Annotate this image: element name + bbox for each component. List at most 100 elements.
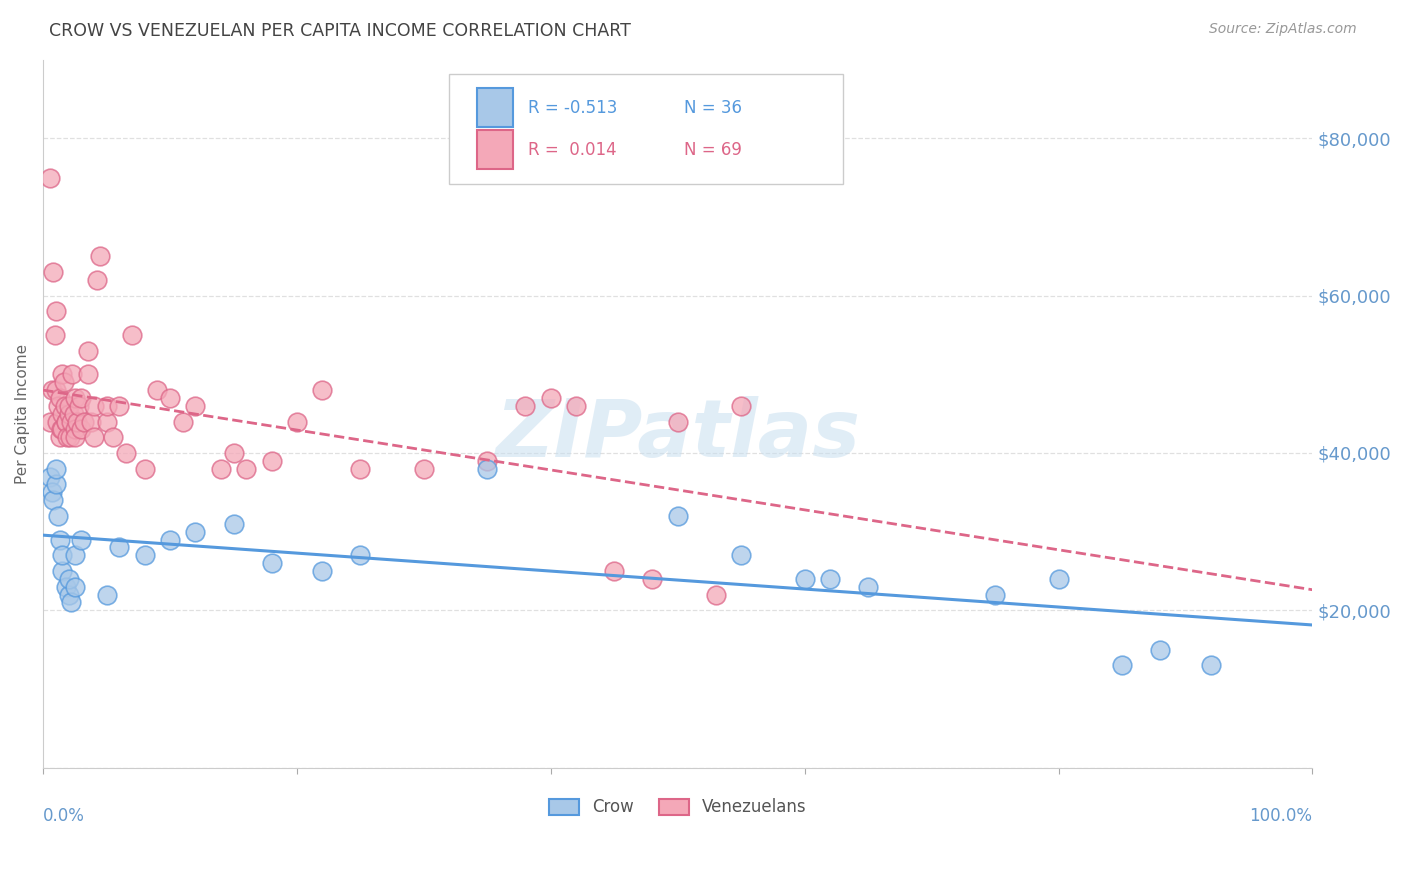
Point — [38, 415, 60, 429]
Point — [730, 549, 752, 563]
Point — [159, 391, 181, 405]
Point — [222, 516, 245, 531]
Point — [42, 493, 65, 508]
Bar — [477, 130, 513, 169]
Point — [86, 273, 108, 287]
Point — [48, 508, 70, 523]
Point — [515, 399, 537, 413]
Point — [56, 430, 79, 444]
Text: 100.0%: 100.0% — [1250, 806, 1312, 824]
Point — [1111, 658, 1133, 673]
Text: 0.0%: 0.0% — [44, 806, 86, 824]
Point — [49, 422, 72, 436]
Point — [60, 368, 83, 382]
Point — [984, 588, 1007, 602]
Point — [44, 328, 66, 343]
Point — [793, 572, 815, 586]
Point — [45, 383, 67, 397]
Point — [70, 391, 93, 405]
Point — [134, 461, 156, 475]
Point — [58, 407, 80, 421]
Point — [209, 461, 232, 475]
Point — [349, 549, 371, 563]
Point — [641, 572, 664, 586]
Point — [311, 383, 333, 397]
FancyBboxPatch shape — [450, 74, 842, 184]
Point — [48, 430, 70, 444]
Point — [60, 595, 83, 609]
Point — [285, 415, 308, 429]
Point — [83, 430, 105, 444]
Point — [114, 446, 136, 460]
Point — [63, 391, 86, 405]
Point — [413, 461, 436, 475]
Point — [70, 533, 93, 547]
Point — [222, 446, 245, 460]
Point — [349, 461, 371, 475]
Point — [58, 572, 80, 586]
Point — [565, 399, 588, 413]
Point — [260, 556, 283, 570]
Point — [46, 415, 69, 429]
Point — [121, 328, 143, 343]
Point — [51, 368, 73, 382]
Point — [477, 454, 499, 468]
Point — [58, 588, 80, 602]
Point — [38, 170, 60, 185]
Point — [184, 399, 207, 413]
Point — [55, 580, 77, 594]
Point — [63, 580, 86, 594]
Legend: Crow, Venezuelans: Crow, Venezuelans — [543, 792, 814, 823]
Point — [818, 572, 841, 586]
Point — [89, 249, 111, 263]
Point — [62, 407, 84, 421]
Text: R = -0.513: R = -0.513 — [529, 99, 617, 117]
Point — [45, 477, 67, 491]
Point — [51, 422, 73, 436]
Point — [477, 461, 499, 475]
Point — [260, 454, 283, 468]
Point — [45, 304, 67, 318]
Text: ZIPatlas: ZIPatlas — [495, 396, 860, 474]
Point — [666, 415, 689, 429]
Point — [184, 524, 207, 539]
Point — [59, 430, 82, 444]
Point — [51, 407, 73, 421]
Point — [96, 415, 118, 429]
Point — [53, 399, 76, 413]
Text: R =  0.014: R = 0.014 — [529, 141, 617, 159]
Point — [704, 588, 727, 602]
Point — [55, 415, 77, 429]
Point — [67, 399, 90, 413]
Point — [603, 564, 626, 578]
Text: Source: ZipAtlas.com: Source: ZipAtlas.com — [1209, 22, 1357, 37]
Point — [172, 415, 194, 429]
Point — [76, 368, 98, 382]
Bar — [477, 88, 513, 127]
Point — [63, 422, 86, 436]
Point — [48, 399, 70, 413]
Y-axis label: Per Capita Income: Per Capita Income — [15, 343, 30, 483]
Point — [38, 469, 60, 483]
Point — [66, 415, 89, 429]
Point — [76, 343, 98, 358]
Point — [146, 383, 169, 397]
Point — [63, 430, 86, 444]
Point — [73, 415, 96, 429]
Point — [856, 580, 879, 594]
Point — [55, 415, 77, 429]
Point — [51, 549, 73, 563]
Point — [60, 415, 83, 429]
Text: N = 69: N = 69 — [685, 141, 742, 159]
Text: CROW VS VENEZUELAN PER CAPITA INCOME CORRELATION CHART: CROW VS VENEZUELAN PER CAPITA INCOME COR… — [49, 22, 631, 40]
Point — [108, 541, 131, 555]
Text: N = 36: N = 36 — [685, 99, 742, 117]
Point — [96, 399, 118, 413]
Point — [730, 399, 752, 413]
Point — [80, 415, 103, 429]
Point — [1047, 572, 1070, 586]
Point — [63, 549, 86, 563]
Point — [311, 564, 333, 578]
Point — [134, 549, 156, 563]
Point — [45, 461, 67, 475]
